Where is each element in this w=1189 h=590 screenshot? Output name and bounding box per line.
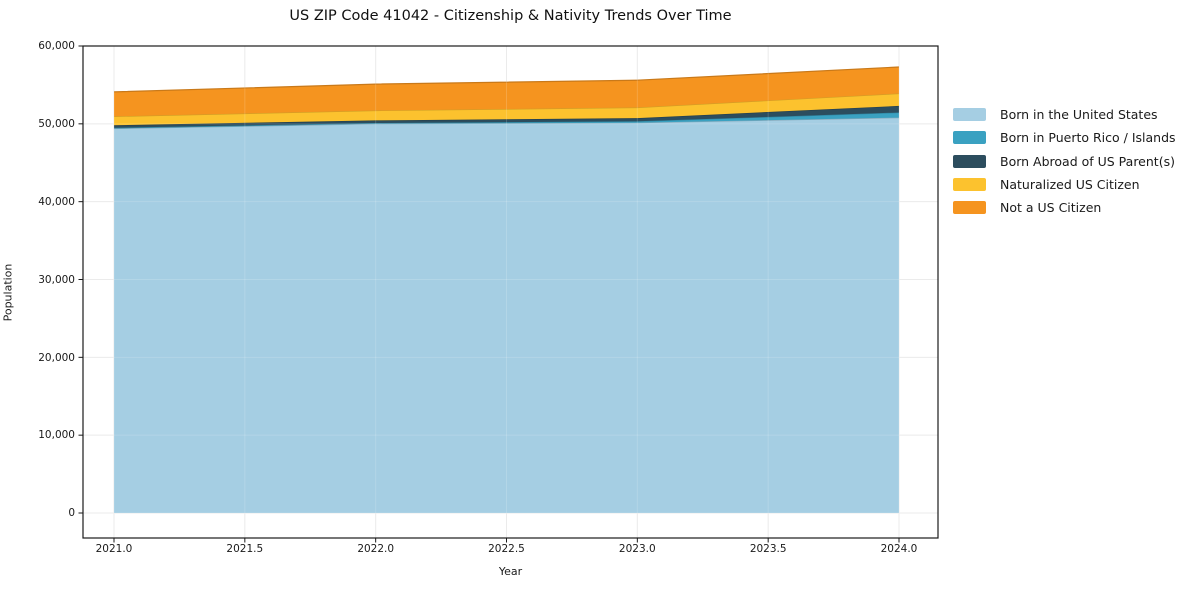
xtick-2022-0: 2022.0 — [357, 543, 395, 555]
legend-entry-born-in-us: Born in the United States — [953, 103, 1176, 126]
xtick-2022-5: 2022.5 — [488, 543, 525, 555]
xtick-2023-0: 2023.0 — [618, 543, 656, 555]
legend-entry-naturalized: Naturalized US Citizen — [953, 173, 1176, 196]
legend-label: Naturalized US Citizen — [1000, 177, 1140, 193]
ytick-10000: 10,000 — [38, 429, 75, 441]
legend-entry-not-citizen: Not a US Citizen — [953, 196, 1176, 219]
legend-swatch-not-citizen — [953, 201, 986, 215]
ytick-50000: 50,000 — [38, 118, 75, 130]
y-axis-title: Population — [1, 263, 15, 322]
stacked-areas — [113, 66, 900, 513]
xtick-2024-0: 2024.0 — [880, 543, 918, 555]
area-born-in-the-united-states — [114, 117, 899, 513]
ytick-20000: 20,000 — [38, 351, 75, 364]
xtick-2021-0: 2021.0 — [95, 543, 133, 555]
area-born-abroad-of-us-parent-s — [114, 105, 899, 128]
xtick-2023-5: 2023.5 — [749, 543, 787, 555]
legend-label: Born in the United States — [1000, 107, 1158, 123]
ytick-40000: 40,000 — [38, 196, 75, 208]
area-not-a-us-citizen — [114, 67, 899, 117]
legend: Born in the United States Born in Puerto… — [953, 103, 1176, 219]
legend-label: Not a US Citizen — [1000, 200, 1102, 216]
legend-label: Born in Puerto Rico / Islands — [1000, 130, 1176, 146]
legend-swatch-born-puerto-rico — [953, 131, 986, 145]
legend-swatch-naturalized — [953, 178, 986, 192]
x-axis-title: Year — [498, 565, 523, 578]
xtick-2021-5: 2021.5 — [226, 543, 264, 555]
legend-label: Born Abroad of US Parent(s) — [1000, 153, 1175, 169]
legend-entry-born-abroad: Born Abroad of US Parent(s) — [953, 150, 1176, 173]
ytick-60000: 60,000 — [38, 40, 75, 52]
legend-swatch-born-abroad — [953, 154, 986, 168]
ytick-0: 0 — [68, 507, 75, 519]
area-edge-not-a-us-citizen — [113, 66, 900, 93]
tick-marks — [78, 45, 900, 543]
chart-title: US ZIP Code 41042 - Citizenship & Nativi… — [289, 8, 732, 24]
legend-swatch-born-in-us — [953, 108, 986, 122]
plot-frame — [82, 45, 939, 539]
ytick-30000: 30,000 — [38, 273, 75, 286]
legend-entry-born-puerto-rico: Born in Puerto Rico / Islands — [953, 126, 1176, 149]
